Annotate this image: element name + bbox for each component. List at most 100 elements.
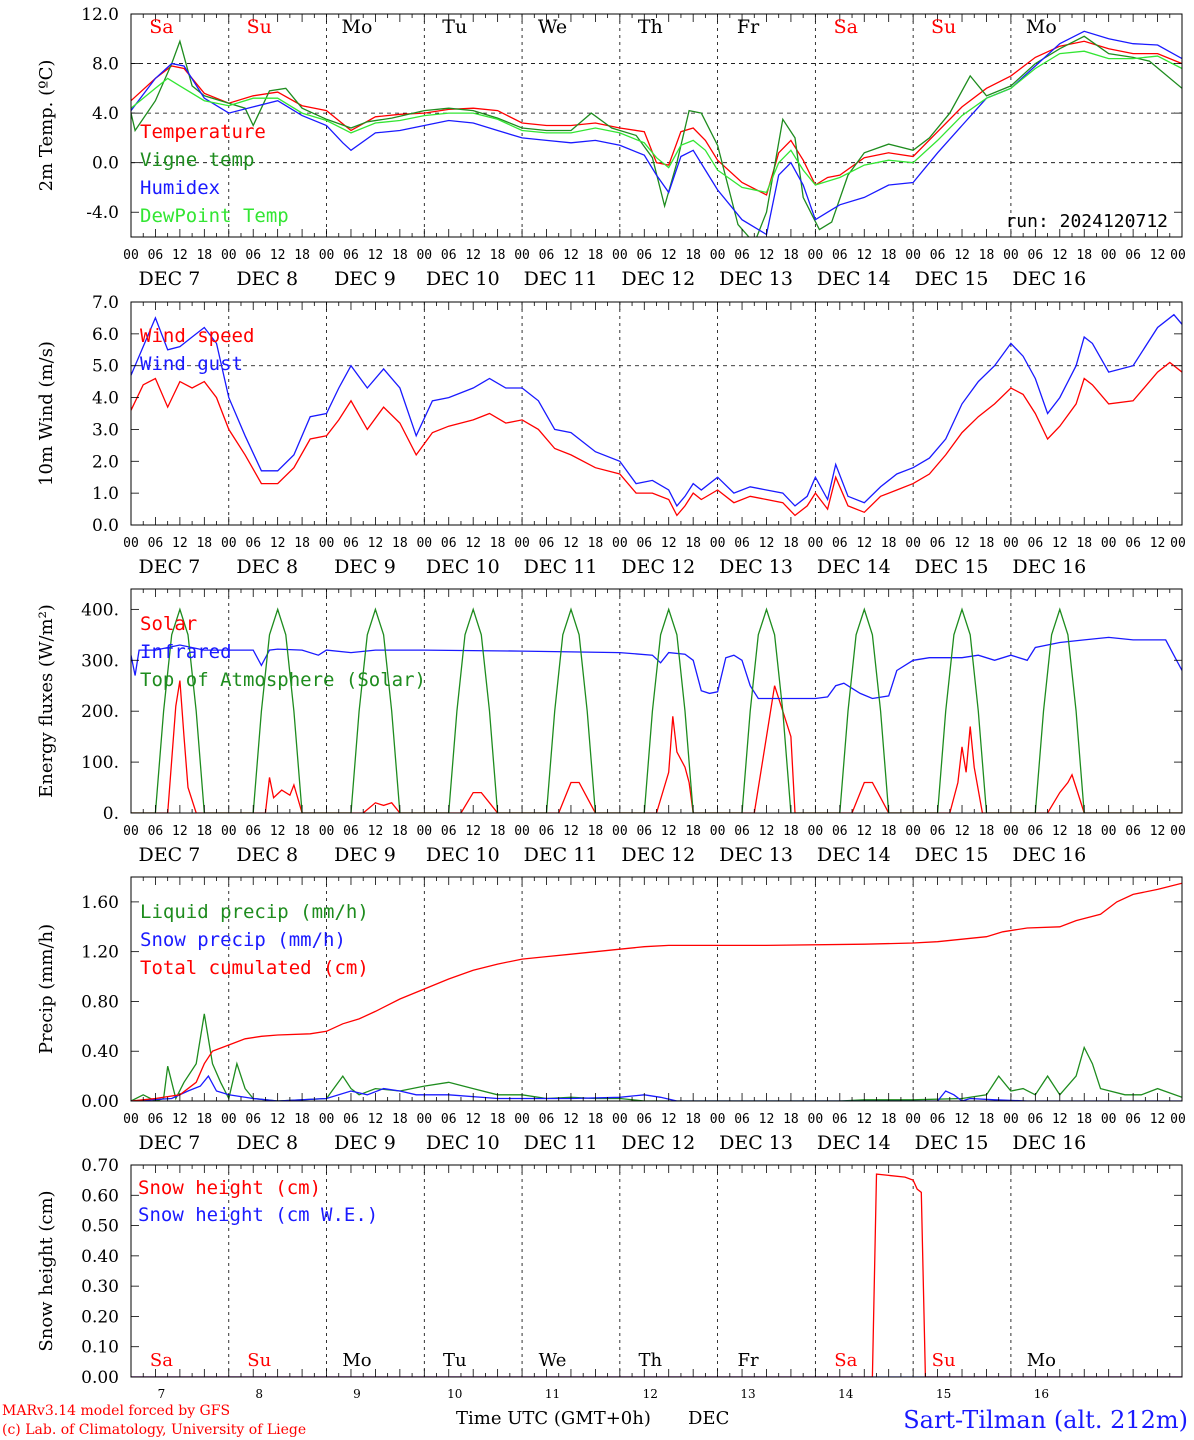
day-abbr: Su <box>247 16 272 38</box>
hour-tick-label: 06 <box>930 824 946 839</box>
hour-tick-label: 06 <box>636 1112 652 1127</box>
hour-tick-label: 12 <box>1052 824 1068 839</box>
date-label: DEC 12 <box>621 268 695 290</box>
hour-tick-label: 00 <box>1170 824 1186 839</box>
hour-tick-label: 12 <box>368 824 384 839</box>
hour-tick-label: 18 <box>881 824 897 839</box>
hour-tick-label: 00 <box>319 1112 335 1127</box>
y-tick-label: 400. <box>81 600 119 620</box>
hour-tick-label: 00 <box>123 248 139 263</box>
y-tick-label: 0.10 <box>81 1338 119 1358</box>
hour-tick-label: 00 <box>319 824 335 839</box>
hour-tick-label: 18 <box>490 248 506 263</box>
hour-tick-label: 18 <box>490 824 506 839</box>
hour-tick-label: 06 <box>245 536 261 551</box>
y-axis-label: Precip (mm/h) <box>36 924 57 1054</box>
hour-tick-label: 12 <box>661 1112 677 1127</box>
hour-tick-label: 06 <box>734 824 750 839</box>
hour-tick-label: 18 <box>196 1112 212 1127</box>
hour-tick-label: 00 <box>710 248 726 263</box>
hour-tick-label: 18 <box>1076 824 1092 839</box>
day-abbr: Sa <box>834 1350 857 1371</box>
legend-entry: Solar <box>140 613 197 635</box>
plot-frame <box>130 301 1183 526</box>
hour-tick-label: 06 <box>1028 248 1044 263</box>
date-label: DEC 10 <box>426 1132 500 1154</box>
hour-tick-label: 06 <box>930 1112 946 1127</box>
hour-tick-label: 00 <box>123 1112 139 1127</box>
y-tick-label: 3.0 <box>92 420 119 440</box>
hour-tick-label: 00 <box>416 536 432 551</box>
hour-tick-label: 06 <box>1125 536 1141 551</box>
hour-tick-label: 18 <box>1076 536 1092 551</box>
hour-tick-label: 18 <box>881 248 897 263</box>
hour-tick-label: 00 <box>808 824 824 839</box>
legend-entry: Wind speed <box>140 325 254 347</box>
series-line-humidex <box>131 30 1182 236</box>
y-tick-label: -4.0 <box>86 203 119 223</box>
panel-4: 0.00 0.40 0.80 1.20 1.60 Precip (mm/h) Liquid … <box>36 876 1186 1154</box>
hour-tick-label: 06 <box>148 248 164 263</box>
hour-tick-label: 18 <box>685 248 701 263</box>
hour-tick-label: 06 <box>148 1112 164 1127</box>
hour-tick-label: 00 <box>1101 1112 1117 1127</box>
hour-tick-label: 06 <box>930 248 946 263</box>
hour-tick-label: 12 <box>563 536 579 551</box>
date-label: DEC 14 <box>817 1132 891 1154</box>
hour-tick-label: 18 <box>392 1112 408 1127</box>
date-label: DEC 9 <box>334 268 396 290</box>
day-number: 7 <box>158 1387 166 1401</box>
y-axis-label: 10m Wind (m/s) <box>36 341 57 486</box>
y-tick-label: 0. <box>103 804 119 824</box>
hour-tick-label: 06 <box>832 248 848 263</box>
y-tick-label: 5.0 <box>92 357 119 377</box>
model-credit: MARv3.14 model forced by GFS <box>2 1403 230 1419</box>
hour-tick-label: 18 <box>196 248 212 263</box>
date-label: DEC 15 <box>915 1132 989 1154</box>
day-number: 8 <box>255 1387 263 1401</box>
lab-credit: (c) Lab. of Climatology, University of L… <box>2 1422 306 1438</box>
hour-tick-label: 18 <box>196 536 212 551</box>
hour-tick-label: 00 <box>416 1112 432 1127</box>
date-label: DEC 14 <box>817 844 891 866</box>
hour-tick-label: 18 <box>294 824 310 839</box>
date-label: DEC 13 <box>719 268 793 290</box>
date-label: DEC 7 <box>139 556 201 578</box>
y-tick-label: 4.0 <box>92 104 119 124</box>
hour-tick-label: 06 <box>832 536 848 551</box>
hour-tick-label: 00 <box>1003 536 1019 551</box>
hour-tick-label: 18 <box>783 248 799 263</box>
hour-tick-label: 00 <box>319 536 335 551</box>
hour-tick-label: 18 <box>294 248 310 263</box>
hour-tick-label: 00 <box>221 824 237 839</box>
legend-entry: Wind gust <box>140 353 243 375</box>
hour-tick-label: 12 <box>172 536 188 551</box>
series-line-wind-gust <box>131 313 1182 508</box>
legend-entry: Infrared <box>140 641 232 663</box>
hour-tick-label: 00 <box>1170 248 1186 263</box>
y-tick-label: 0.80 <box>81 992 119 1012</box>
date-label: DEC 13 <box>719 556 793 578</box>
date-label: DEC 13 <box>719 1132 793 1154</box>
hour-tick-label: 12 <box>1052 1112 1068 1127</box>
hour-tick-label: 12 <box>1150 536 1166 551</box>
hour-tick-label: 06 <box>539 248 555 263</box>
hour-tick-label: 00 <box>905 536 921 551</box>
hour-tick-label: 12 <box>563 1112 579 1127</box>
hour-tick-label: 12 <box>954 1112 970 1127</box>
date-label: DEC 7 <box>139 268 201 290</box>
hour-tick-label: 06 <box>734 536 750 551</box>
hour-tick-label: 18 <box>294 1112 310 1127</box>
hour-tick-label: 18 <box>979 824 995 839</box>
hour-tick-label: 18 <box>783 536 799 551</box>
hour-tick-label: 12 <box>856 536 872 551</box>
hour-tick-label: 18 <box>196 824 212 839</box>
hour-tick-label: 12 <box>1150 1112 1166 1127</box>
hour-tick-label: 12 <box>856 248 872 263</box>
series-line-dewpoint-temp <box>131 50 1182 194</box>
run-label: run: 2024120712 <box>1005 211 1168 232</box>
hour-tick-label: 00 <box>123 824 139 839</box>
legend-entry: Humidex <box>140 177 220 199</box>
hour-tick-label: 12 <box>270 1112 286 1127</box>
date-label: DEC 8 <box>236 1132 298 1154</box>
